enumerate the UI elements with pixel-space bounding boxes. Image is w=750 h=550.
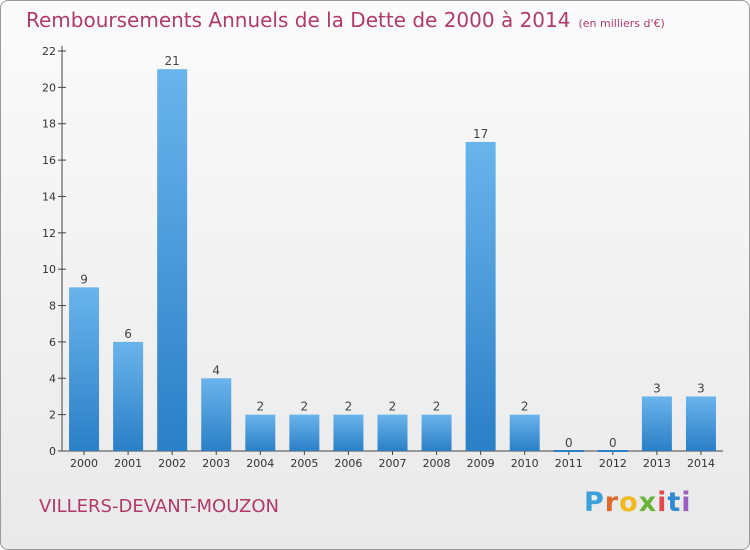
bar — [641, 396, 672, 451]
x-tick-label: 2000 — [70, 457, 98, 470]
bars: 9 6 21 4 2 2 2 2 2 17 2 0 0 3 3 — [69, 54, 716, 452]
data-label: 21 — [165, 54, 180, 68]
bar — [245, 414, 276, 451]
commune-name: VILLERS-DEVANT-MOUZON — [39, 496, 280, 517]
bar — [685, 396, 716, 451]
y-tick-label: 4 — [49, 372, 56, 385]
y-tick-label: 14 — [42, 190, 56, 203]
data-label: 2 — [389, 400, 397, 414]
bar — [289, 414, 320, 451]
x-tick-label: 2010 — [511, 457, 539, 470]
bar — [157, 69, 188, 451]
data-label: 3 — [653, 381, 661, 395]
data-label: 9 — [80, 272, 88, 286]
chart-title: Remboursements Annuels de la Dette de 20… — [26, 8, 665, 32]
x-tick-label: 2002 — [158, 457, 186, 470]
y-tick-label: 10 — [42, 263, 56, 276]
data-label: 2 — [433, 400, 441, 414]
bar — [377, 414, 408, 451]
y-tick-label: 6 — [49, 336, 56, 349]
y-tick-label: 8 — [49, 300, 56, 313]
bar — [421, 414, 452, 451]
x-tick-label: 2013 — [643, 457, 671, 470]
data-label: 2 — [521, 400, 529, 414]
data-label: 2 — [345, 400, 353, 414]
unit-note: (en milliers d'€) — [578, 17, 665, 30]
x-tick-label: 2011 — [555, 457, 583, 470]
y-axis: 0 2 4 6 8 10 12 14 16 18 20 22 — [42, 45, 66, 458]
x-tick-label: 2006 — [334, 457, 362, 470]
data-label: 0 — [565, 436, 573, 450]
y-tick-label: 20 — [42, 81, 56, 94]
x-axis: 2000 2001 2002 2003 2004 2005 2006 2007 2008 2009… — [62, 450, 723, 470]
y-tick-label: 0 — [49, 445, 56, 458]
data-label: 17 — [473, 127, 488, 141]
x-tick-label: 2008 — [423, 457, 451, 470]
bar — [113, 341, 144, 451]
data-label: 2 — [256, 400, 264, 414]
data-label: 0 — [609, 436, 617, 450]
bar — [333, 414, 364, 451]
bar — [509, 414, 540, 451]
x-tick-label: 2003 — [202, 457, 230, 470]
x-tick-label: 2009 — [467, 457, 495, 470]
x-tick-label: 2004 — [246, 457, 274, 470]
x-tick-label: 2012 — [599, 457, 627, 470]
data-label: 4 — [212, 363, 220, 377]
x-tick-label: 2005 — [290, 457, 318, 470]
y-tick-label: 18 — [42, 118, 56, 131]
x-tick-label: 2001 — [114, 457, 142, 470]
proxiti-logo[interactable]: Proxiti — [584, 487, 692, 518]
data-label: 3 — [697, 381, 705, 395]
data-label: 2 — [301, 400, 309, 414]
x-tick-label: 2014 — [687, 457, 715, 470]
x-tick-label: 2007 — [379, 457, 407, 470]
y-tick-label: 22 — [42, 45, 56, 58]
bar — [465, 141, 496, 451]
y-tick-label: 2 — [49, 409, 56, 422]
bar — [69, 287, 100, 451]
bar — [201, 378, 232, 451]
y-tick-label: 12 — [42, 227, 56, 240]
data-label: 6 — [124, 327, 132, 341]
chart-title-text: Remboursements Annuels de la Dette de 20… — [26, 8, 571, 32]
y-tick-label: 16 — [42, 154, 56, 167]
